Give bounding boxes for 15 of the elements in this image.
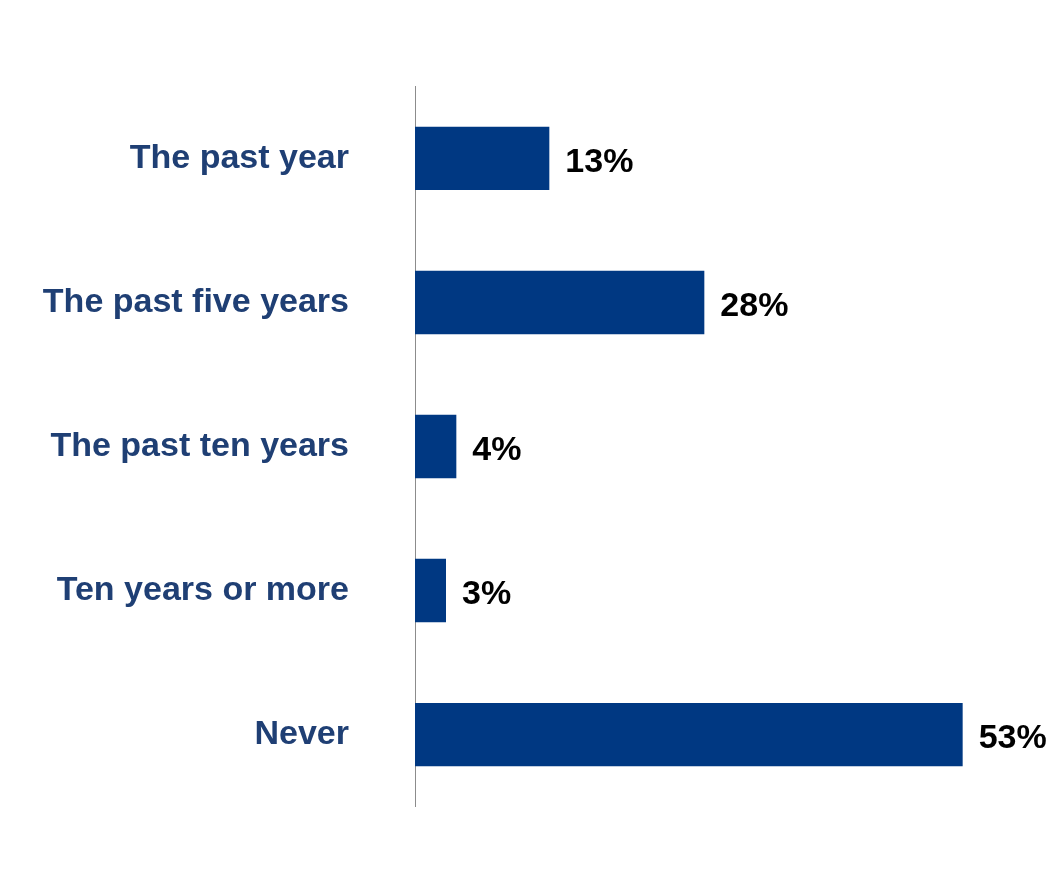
y-tick-label: Ten years or more — [56, 568, 349, 607]
y-tick-label: The past year — [129, 136, 349, 175]
data-label: 3% — [462, 572, 512, 611]
y-tick-label: The past five years — [42, 280, 349, 319]
data-label: 13% — [565, 140, 634, 179]
bar — [415, 558, 446, 623]
bar — [415, 702, 963, 767]
data-label: 28% — [720, 284, 789, 323]
bar — [415, 270, 705, 335]
bar — [415, 126, 550, 191]
data-label: 4% — [472, 428, 522, 467]
y-tick-label: Never — [254, 712, 349, 751]
data-label: 53% — [978, 716, 1047, 755]
y-tick-label: The past ten years — [50, 424, 349, 463]
bar — [415, 414, 457, 479]
